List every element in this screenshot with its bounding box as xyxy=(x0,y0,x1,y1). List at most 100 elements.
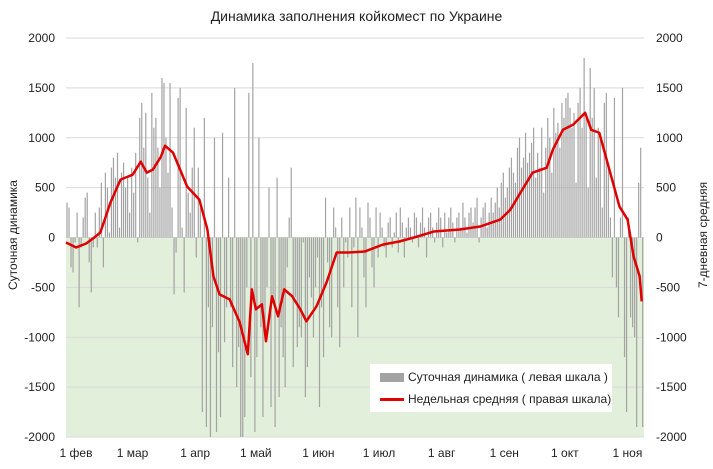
bar xyxy=(141,102,143,238)
bar xyxy=(167,172,169,238)
bar xyxy=(456,217,458,238)
bar xyxy=(316,237,319,258)
bar xyxy=(238,237,240,348)
bar xyxy=(333,207,335,238)
bar xyxy=(553,107,555,238)
bar xyxy=(324,197,327,238)
bar xyxy=(617,237,620,318)
left-tick-label: 1500 xyxy=(28,81,55,95)
bar xyxy=(145,112,147,238)
bar xyxy=(472,222,474,238)
bar xyxy=(252,62,254,238)
bar xyxy=(571,127,573,238)
bar xyxy=(514,182,517,238)
bar xyxy=(102,237,104,268)
bar xyxy=(409,227,412,238)
bar xyxy=(395,212,397,238)
bar xyxy=(256,237,258,358)
bar xyxy=(411,237,414,243)
bar xyxy=(187,192,189,238)
bar xyxy=(496,187,498,238)
bar xyxy=(76,212,78,238)
bar xyxy=(387,222,389,238)
bar xyxy=(587,187,589,238)
bar xyxy=(415,217,418,238)
bar xyxy=(181,227,183,238)
bar xyxy=(490,197,492,238)
bar xyxy=(585,117,587,238)
bar xyxy=(438,207,440,238)
bar xyxy=(318,237,321,408)
bar xyxy=(351,237,353,308)
bar xyxy=(230,237,232,308)
bar xyxy=(559,147,561,238)
bar xyxy=(462,202,464,238)
bar xyxy=(569,107,571,238)
bar xyxy=(478,237,480,243)
bar xyxy=(543,192,545,238)
bar xyxy=(597,127,599,238)
bar xyxy=(149,212,151,238)
x-tick-label: 1 окт xyxy=(551,446,579,460)
bar xyxy=(68,207,70,238)
bar xyxy=(314,237,317,288)
bar xyxy=(286,237,288,268)
bar xyxy=(331,237,333,338)
bar xyxy=(100,182,102,238)
x-tick-label: 1 фев xyxy=(60,446,93,460)
bar xyxy=(337,237,339,308)
bar xyxy=(171,207,173,238)
bar xyxy=(567,92,569,238)
bar xyxy=(385,237,387,258)
bar xyxy=(417,237,420,248)
bar xyxy=(92,237,94,248)
bar xyxy=(528,152,531,238)
bar xyxy=(205,237,207,428)
right-tick-label: 2000 xyxy=(656,31,683,45)
bar xyxy=(436,222,438,238)
bar xyxy=(454,237,456,243)
bar xyxy=(191,167,193,238)
bar xyxy=(434,237,436,243)
bar xyxy=(393,232,395,238)
bar xyxy=(122,162,125,238)
bar xyxy=(234,87,236,238)
bar xyxy=(264,237,266,338)
bar xyxy=(531,142,533,238)
bar xyxy=(199,207,201,238)
bar xyxy=(450,207,452,238)
bar xyxy=(492,212,494,238)
legend-bar-swatch xyxy=(380,372,404,382)
bar xyxy=(270,237,272,408)
bar xyxy=(312,237,315,338)
x-tick-label: 1 май xyxy=(240,446,272,460)
bar xyxy=(625,237,628,413)
left-tick-label: -500 xyxy=(31,280,55,294)
bar xyxy=(195,237,197,258)
bar xyxy=(104,172,106,238)
bar xyxy=(401,222,403,238)
bar xyxy=(369,217,371,238)
bar xyxy=(159,187,161,238)
bar xyxy=(547,117,549,238)
bar xyxy=(486,227,488,238)
bar xyxy=(520,167,523,238)
bar xyxy=(280,237,282,328)
bar xyxy=(403,237,405,258)
bar xyxy=(629,237,632,318)
bar xyxy=(82,217,84,238)
bar xyxy=(575,182,577,238)
bar xyxy=(375,207,377,238)
bar xyxy=(175,237,177,253)
bar xyxy=(124,187,127,238)
bar xyxy=(615,237,618,288)
bar xyxy=(133,192,135,238)
bar xyxy=(636,237,638,428)
x-tick-label: 1 авг xyxy=(428,446,456,460)
bar xyxy=(80,237,82,248)
bar xyxy=(268,187,270,238)
left-tick-label: 2000 xyxy=(28,31,55,45)
bar xyxy=(248,92,250,238)
bar xyxy=(474,207,476,238)
bar xyxy=(609,217,611,238)
